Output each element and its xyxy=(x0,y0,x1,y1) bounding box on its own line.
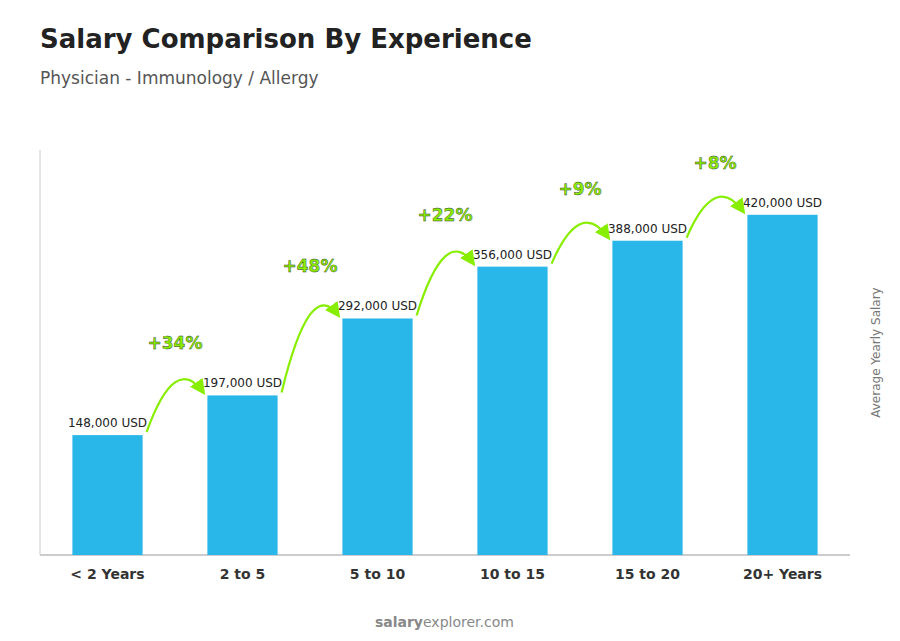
y-axis-line xyxy=(40,150,41,555)
data-label: 388,000 USD xyxy=(608,222,687,236)
bar xyxy=(477,267,547,555)
change-arrow xyxy=(147,379,204,432)
data-label: 420,000 USD xyxy=(743,196,822,210)
watermark-regular: explorer.com xyxy=(423,614,514,630)
category-label: 2 to 5 xyxy=(220,566,266,582)
bar xyxy=(342,318,412,555)
title: Salary Comparison By Experience xyxy=(40,24,532,54)
bars xyxy=(72,215,817,555)
data-label: 356,000 USD xyxy=(473,248,552,262)
bar xyxy=(612,241,682,555)
change-arrow xyxy=(282,305,339,392)
category-label: 5 to 10 xyxy=(350,566,406,582)
data-label: 148,000 USD xyxy=(68,416,147,430)
change-arrow xyxy=(417,252,474,316)
change-label: +8% xyxy=(693,153,736,173)
change-label: +22% xyxy=(418,205,473,225)
category-label: < 2 Years xyxy=(70,566,144,582)
bar xyxy=(747,215,817,555)
bar xyxy=(72,435,142,555)
category-label: 10 to 15 xyxy=(480,566,545,582)
category-label: 15 to 20 xyxy=(615,566,680,582)
change-arrow xyxy=(552,223,609,264)
chart: Salary Comparison By Experience Physician… xyxy=(0,0,900,641)
watermark-bold: salary xyxy=(375,614,423,630)
y-label: Average Yearly Salary xyxy=(869,287,883,417)
change-label: +34% xyxy=(148,333,203,353)
change-arrow xyxy=(687,197,744,238)
subtitle: Physician - Immunology / Allergy xyxy=(40,68,319,88)
change-label: +48% xyxy=(283,256,338,276)
data-label: 292,000 USD xyxy=(338,299,417,313)
change-label: +9% xyxy=(558,179,601,199)
bar xyxy=(207,395,277,555)
data-label: 197,000 USD xyxy=(203,376,282,390)
x-axis-line xyxy=(40,555,850,556)
category-label: 20+ Years xyxy=(743,566,822,582)
